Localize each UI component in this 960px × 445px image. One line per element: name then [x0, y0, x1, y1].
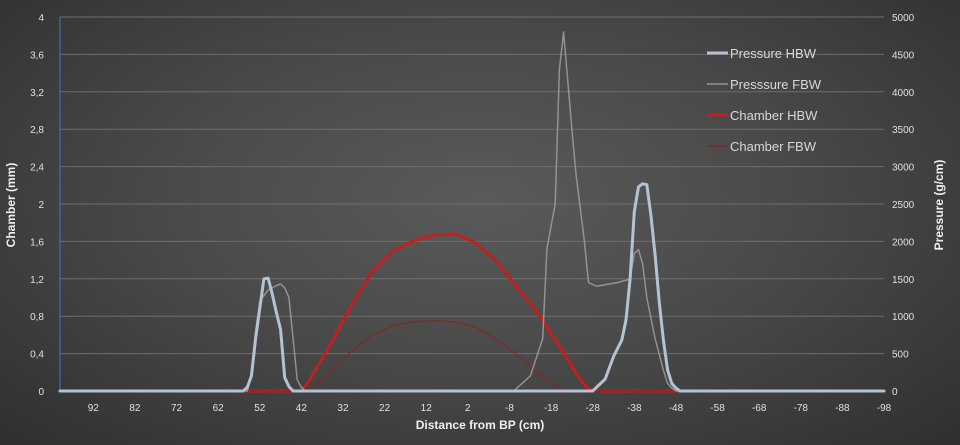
y-tick-label: 0,4	[30, 350, 44, 361]
y2-tick-label: 3000	[892, 163, 915, 174]
x-tick-label: 2	[465, 403, 471, 414]
series-layer	[58, 31, 886, 393]
x-tick-label: 82	[129, 403, 141, 414]
y2-tick-label: 4000	[892, 88, 915, 99]
y-tick-label: 0,8	[30, 312, 44, 323]
x-tick-label: -88	[835, 403, 850, 414]
legend-label: Chamber HBW	[730, 108, 818, 123]
x-tick-label: -68	[752, 403, 767, 414]
series-line-chamber-fbw	[125, 320, 802, 392]
x-tick-label: -38	[627, 403, 642, 414]
x-axis-ticks: 92 82 72 62 52 42 32 22 12 2 -8 -18 -28 -38 -48 -58 -68 -…	[88, 403, 892, 414]
y-tick-label: 1,2	[30, 275, 44, 286]
y2-tick-label: 0	[892, 387, 898, 398]
legend-label: Presssure FBW	[730, 77, 822, 92]
y-tick-label: 2,4	[30, 163, 44, 174]
x-axis-title: Distance from BP (cm)	[416, 418, 544, 432]
x-tick-label: 12	[421, 403, 433, 414]
series-line-presssure-fbw	[59, 31, 885, 392]
y2-axis-title: Pressure (g/cm)	[932, 160, 946, 251]
y2-tick-label: 2500	[892, 200, 915, 211]
y-tick-label: 3,6	[30, 50, 44, 61]
left-axis-ticks: 0 0,4 0,8 1,2 1,6 2 2,4 2,8 3,2 3,6 4	[30, 13, 44, 398]
y2-tick-label: 5000	[892, 13, 915, 24]
y2-tick-label: 4500	[892, 50, 915, 61]
y2-tick-label: 500	[892, 350, 909, 361]
gridlines	[60, 16, 884, 355]
x-tick-label: -78	[794, 403, 809, 414]
x-tick-label: -48	[669, 403, 684, 414]
x-tick-label: -28	[585, 403, 600, 414]
x-tick-label: 62	[213, 403, 225, 414]
legend: Pressure HBW Presssure FBW Chamber HBW Cham…	[707, 46, 822, 154]
x-tick-label: 42	[296, 403, 308, 414]
y-tick-label: 0	[38, 387, 44, 398]
y2-tick-label: 3500	[892, 125, 915, 136]
x-tick-label: -58	[710, 403, 725, 414]
legend-label: Chamber FBW	[730, 139, 817, 154]
x-tick-label: 22	[379, 403, 391, 414]
y-tick-label: 2	[38, 200, 44, 211]
y2-tick-label: 1500	[892, 275, 915, 286]
x-tick-label: 92	[88, 403, 100, 414]
x-tick-label: 52	[254, 403, 266, 414]
y2-tick-label: 2000	[892, 237, 915, 248]
series-line-pressure-hbw	[58, 182, 886, 393]
y-tick-label: 4	[38, 13, 44, 24]
x-tick-label: 32	[337, 403, 349, 414]
y2-tick-label: 1000	[892, 312, 915, 323]
x-tick-label: 72	[171, 403, 183, 414]
x-tick-label: -18	[544, 403, 559, 414]
right-axis-ticks: 0 500 1000 1500 2000 2500 3000 3500 4000 4500 5000	[892, 13, 915, 398]
y-axis-title: Chamber (mm)	[4, 163, 18, 248]
series-line-chamber-hbw	[125, 232, 803, 393]
y-tick-label: 1,6	[30, 237, 44, 248]
x-tick-label: -98	[877, 403, 892, 414]
y-tick-label: 2,8	[30, 125, 44, 136]
x-tick-label: -8	[505, 403, 514, 414]
legend-label: Pressure HBW	[730, 46, 817, 61]
y-tick-label: 3,2	[30, 88, 44, 99]
